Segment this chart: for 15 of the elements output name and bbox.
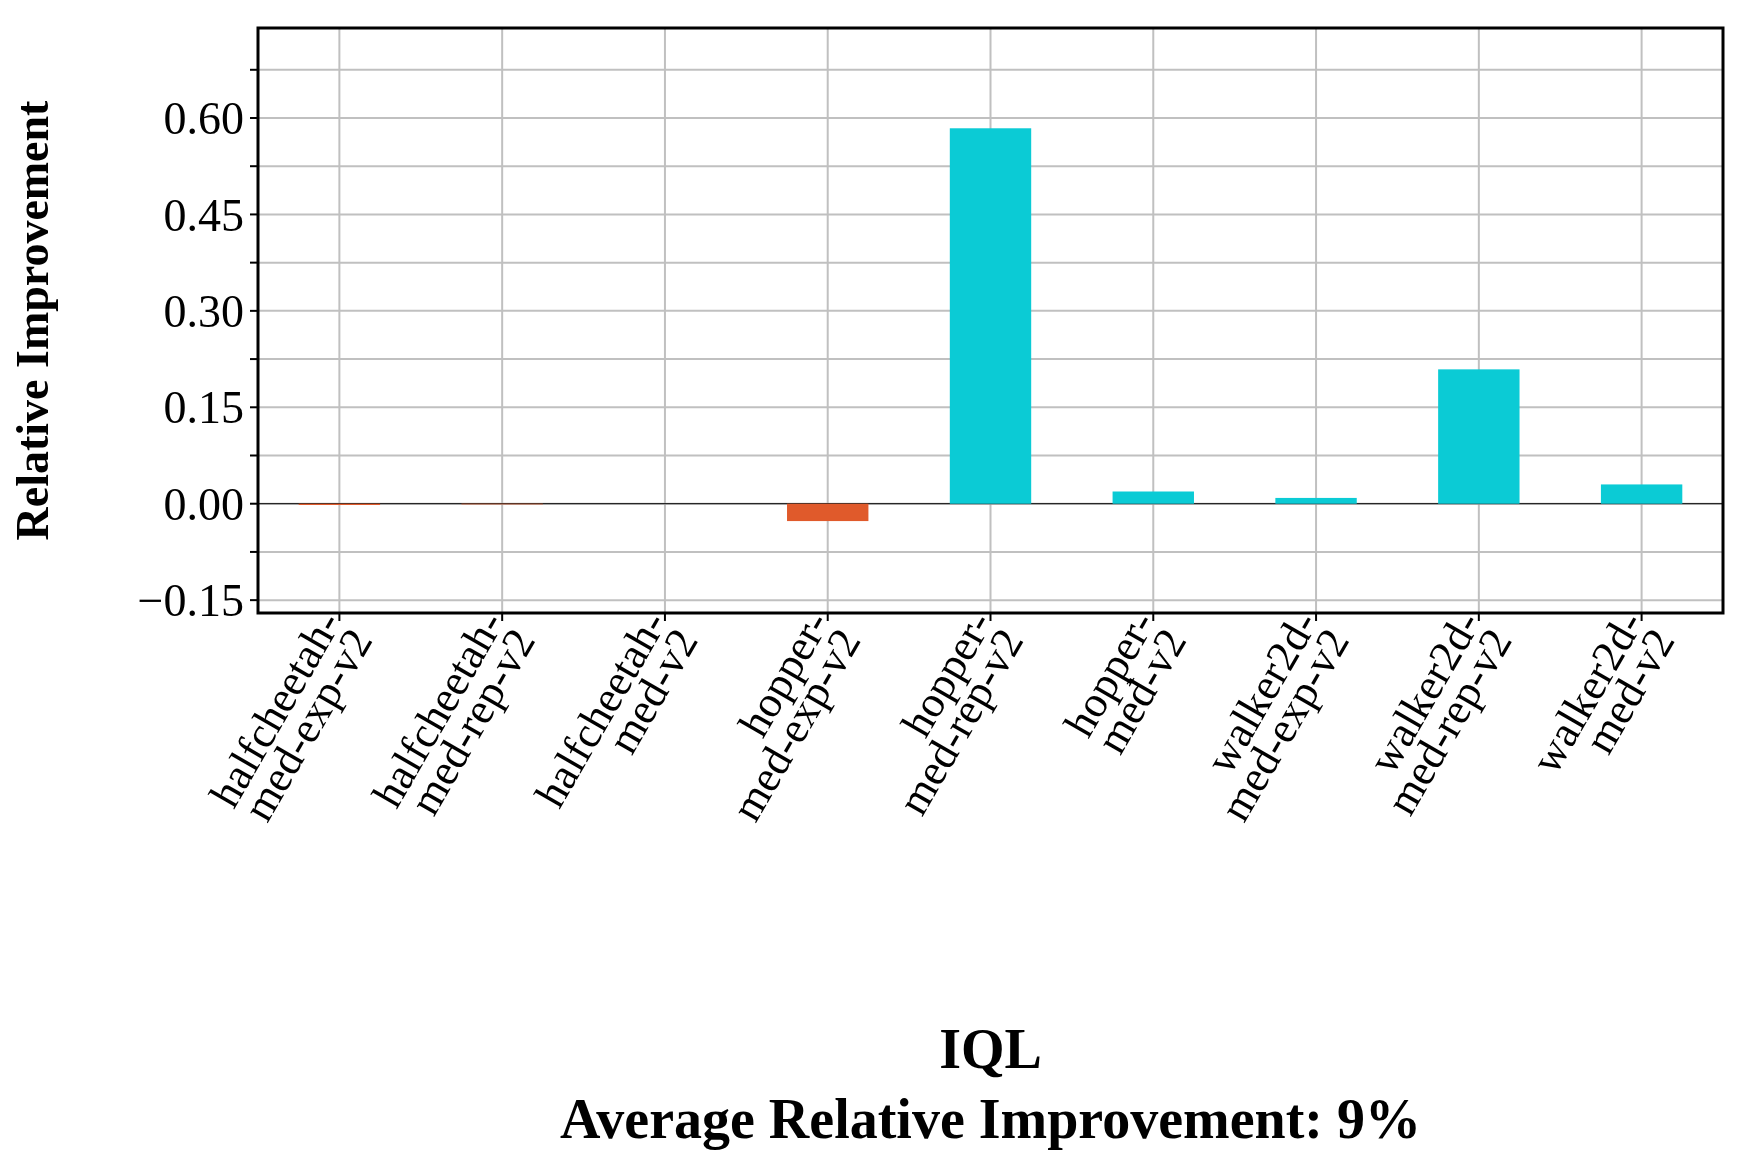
y-tick-label: 0.45 xyxy=(163,189,244,241)
x-axis-title: IQL xyxy=(939,1018,1042,1080)
bar xyxy=(1112,491,1194,504)
bar xyxy=(1438,369,1520,504)
y-axis-title: Relative Improvement xyxy=(7,99,58,541)
text: 0.60 xyxy=(163,93,244,145)
text: 0.00 xyxy=(163,478,244,530)
bar xyxy=(1275,497,1357,504)
y-tick-label: −0.15 xyxy=(137,575,244,627)
bar xyxy=(1600,484,1683,504)
bar xyxy=(787,503,869,522)
bar xyxy=(949,128,1032,504)
text: 0.30 xyxy=(163,285,244,337)
text: Average Relative Improvement: 9% xyxy=(560,1088,1421,1150)
y-tick-label: 0.15 xyxy=(163,382,244,434)
